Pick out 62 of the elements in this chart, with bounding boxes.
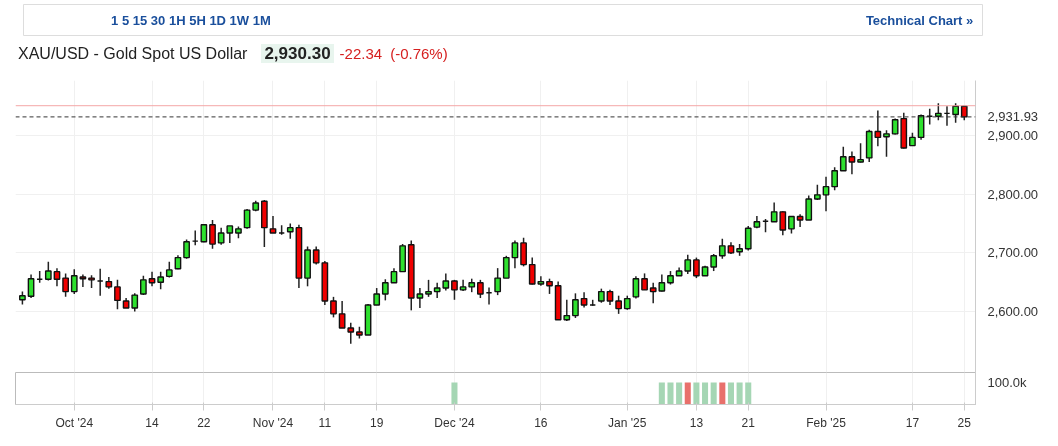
category-label: 22: [197, 415, 211, 430]
candlestick: [79, 273, 87, 288]
candlestick: [416, 287, 424, 309]
candlestick: [831, 166, 839, 191]
candlestick: [572, 292, 579, 319]
candlestick: [183, 238, 190, 260]
candlestick: [381, 278, 389, 302]
candlestick: [347, 321, 355, 345]
candlestick: [27, 273, 35, 299]
candlestick: [839, 146, 847, 172]
category-label: 13: [689, 415, 704, 430]
y-tick-label: 2,900.00: [987, 128, 1039, 144]
candlestick: [70, 268, 78, 295]
candlestick: [744, 225, 752, 252]
category-label: Nov '24: [252, 415, 294, 430]
text: 2,930.30: [261, 44, 334, 63]
candlestick: [62, 272, 69, 298]
candlestick: [312, 245, 320, 266]
candlestick: [520, 236, 527, 268]
text: 100.0k: [987, 374, 1028, 390]
category-label: Dec '24: [434, 415, 475, 430]
candlestick: [693, 256, 700, 279]
candlestick: [338, 300, 346, 329]
category-label: 25: [957, 415, 971, 430]
text: -22.34: [339, 45, 383, 62]
category-label: Oct '24: [55, 415, 94, 430]
chart-title: XAU/USD - Gold Spot US Dollar: [18, 45, 248, 62]
candlestick: [330, 296, 337, 319]
candlestick: [494, 267, 502, 296]
category-label: 21: [741, 415, 755, 430]
candlestick: [848, 150, 856, 176]
text: Technical Chart »: [865, 13, 974, 28]
category-label: 14: [145, 415, 159, 430]
category-label: Feb '25: [806, 415, 846, 430]
candlestick: [209, 219, 216, 250]
category-label: Jan '25: [608, 415, 647, 430]
candlestick: [632, 275, 640, 300]
category-label: 19: [370, 415, 384, 430]
y-tick-label: 2,600.00: [987, 304, 1039, 320]
candlestick: [114, 279, 121, 310]
candlestick: [615, 294, 623, 315]
text: (-0.76%): [390, 45, 448, 62]
candlestick: [822, 175, 830, 213]
category-label: 17: [905, 415, 920, 430]
candlestick: [53, 267, 61, 288]
candlestick: [952, 102, 959, 124]
category-label: 11: [318, 415, 332, 430]
candlestick: [684, 253, 692, 275]
candlestick: [857, 142, 864, 164]
y-tick-label: 2,700.00: [987, 245, 1039, 261]
candlestick: [477, 279, 484, 299]
candlestick: [131, 292, 139, 313]
candlestick: [269, 215, 277, 234]
text: 1 5 15 30 1H 5H 1D 1W 1M: [111, 13, 271, 28]
candlestick: [502, 255, 510, 279]
candlestick: [511, 239, 519, 269]
candlestick: [805, 194, 813, 221]
candlestick: [718, 238, 726, 260]
ref-line-label: 2,931.93: [987, 109, 1039, 125]
candlestick: [883, 129, 890, 158]
category-label: 16: [534, 415, 548, 430]
y-tick-label: 2,800.00: [987, 186, 1039, 202]
